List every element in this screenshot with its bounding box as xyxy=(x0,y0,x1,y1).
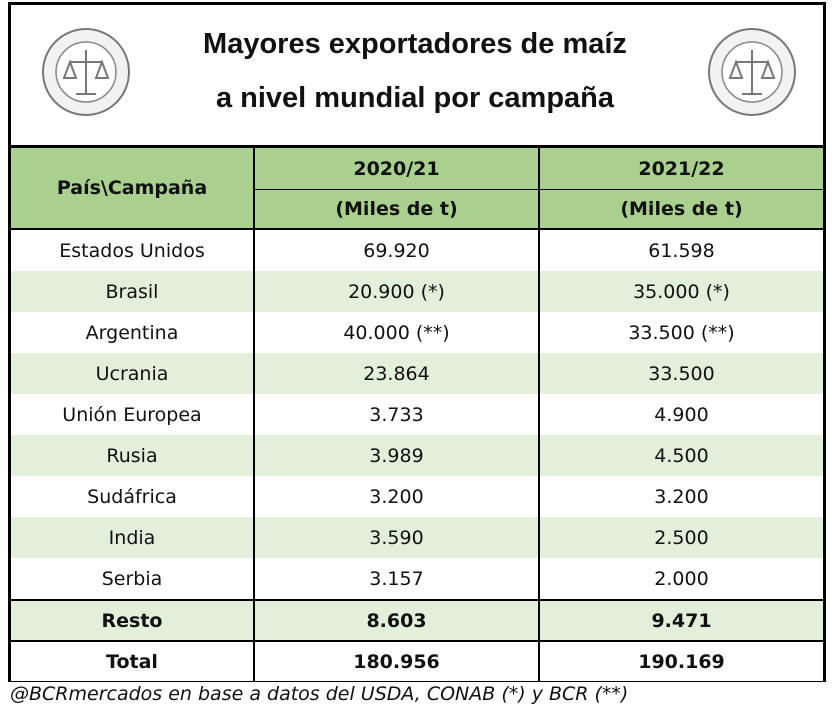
row-label: Sudáfrica xyxy=(8,476,255,517)
table-cell: 40.000 (**) xyxy=(255,312,540,353)
header-cell: País\Campaña xyxy=(8,145,255,230)
header-cell: 2020/21 xyxy=(255,145,540,190)
table-cell: 35.000 (*) xyxy=(540,271,826,312)
table-cell: 3.590 xyxy=(255,517,540,558)
table-cell: 20.900 (*) xyxy=(255,271,540,312)
table-cell: 61.598 xyxy=(540,230,826,271)
header-cell: (Miles de t) xyxy=(540,190,826,230)
table-cell: 3.157 xyxy=(255,558,540,599)
row-label: Serbia xyxy=(8,558,255,599)
row-label: Unión Europea xyxy=(8,394,255,435)
table-cell: 8.603 xyxy=(255,599,540,640)
row-label: Total xyxy=(8,640,255,681)
row-label: Brasil xyxy=(8,271,255,312)
row-label: Rusia xyxy=(8,435,255,476)
table-cell: 23.864 xyxy=(255,353,540,394)
logo xyxy=(42,28,130,116)
row-label: Estados Unidos xyxy=(8,230,255,271)
row-label: Resto xyxy=(8,599,255,640)
table-cell: 33.500 xyxy=(540,353,826,394)
table-cell: 180.956 xyxy=(255,640,540,681)
row-label: India xyxy=(8,517,255,558)
table-cell: 33.500 (**) xyxy=(540,312,826,353)
table-cell: 4.900 xyxy=(540,394,826,435)
table-cell: 9.471 xyxy=(540,599,826,640)
table-cell: 3.200 xyxy=(255,476,540,517)
table-cell: 190.169 xyxy=(540,640,826,681)
table-cell: 4.500 xyxy=(540,435,826,476)
table-cell: 3.989 xyxy=(255,435,540,476)
header-cell: (Miles de t) xyxy=(255,190,540,230)
title-line: Mayores exportadores de maíz xyxy=(203,28,627,60)
footnote: @BCRmercados en base a datos del USDA, C… xyxy=(10,683,629,705)
header-cell: 2021/22 xyxy=(540,145,826,190)
title-line: a nivel mundial por campaña xyxy=(215,82,615,114)
table-cell: 2.500 xyxy=(540,517,826,558)
row-label: Ucrania xyxy=(8,353,255,394)
row-label: Argentina xyxy=(8,312,255,353)
table-cell: 69.920 xyxy=(255,230,540,271)
logo xyxy=(708,28,796,116)
table-cell: 2.000 xyxy=(540,558,826,599)
table-cell: 3.733 xyxy=(255,394,540,435)
table-cell: 3.200 xyxy=(540,476,826,517)
